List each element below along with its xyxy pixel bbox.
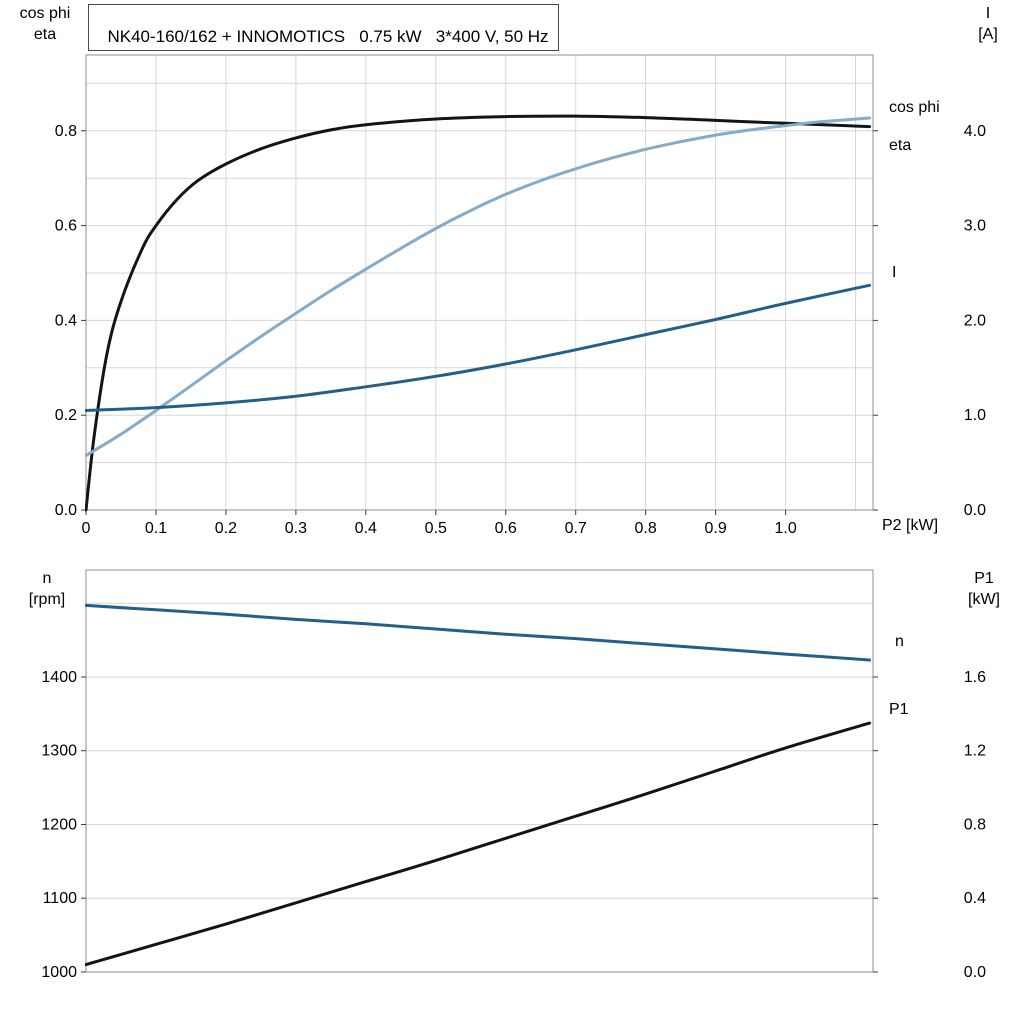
axis-title-line: [A] [978, 26, 998, 43]
x-axis-tick-label: 0.2 [215, 520, 237, 537]
x-axis-tick-label: 0.3 [285, 520, 307, 537]
curve-label-eta: eta [889, 137, 911, 154]
chart-title: NK40-160/162 + INNOMOTICS 0.75 kW 3*400 … [107, 27, 549, 46]
left-axis-tick-label: 1100 [43, 890, 78, 907]
left-axis-tick-label: 1300 [41, 743, 77, 760]
x-axis-label: P2 [kW] [882, 517, 939, 534]
curve-label-I: I [892, 264, 896, 281]
right-axis-tick-label: 0.0 [964, 964, 986, 981]
right-axis-tick-label: 0.0 [964, 502, 986, 519]
axis-title-line: P1 [974, 570, 994, 587]
bottom-chart: 1000 1100 1200 1300 1400 0.0 0.4 0.8 1.2 1.6 n P1 [41, 569, 986, 981]
left-axis-tick-label: 1400 [41, 669, 77, 686]
left-axis-tick-label: 1200 [41, 817, 77, 834]
left-axis-tick-label: 0.6 [55, 218, 77, 235]
axis-title-line: [rpm] [28, 591, 66, 608]
x-axis-tick-label: 0.8 [634, 520, 656, 537]
top-curves [85, 114, 871, 512]
left-axis-tick-label: 0.2 [55, 407, 77, 424]
right-axis-tick-label: 1.2 [964, 743, 986, 760]
x-axis-tick-label: 0 [82, 520, 91, 537]
plot-border [85, 54, 874, 511]
curve-I [85, 283, 871, 412]
x-axis-tick-label: 0.1 [145, 520, 167, 537]
x-axis-tick-label: 0.7 [565, 520, 587, 537]
curve-label-cos-phi: cos phi [889, 99, 940, 116]
right-axis-tick-label: 2.0 [964, 312, 986, 329]
right-axis-tick-label: 4.0 [964, 123, 986, 140]
axis-title-line: [kW] [968, 591, 1000, 608]
left-axis-tick-label: 1000 [41, 964, 77, 981]
axis-title-line: I [985, 5, 991, 22]
curve-eta [85, 114, 871, 512]
curve-cos-phi [85, 116, 871, 457]
right-axis-tick-label: 0.4 [964, 890, 986, 907]
curve-label-n: n [895, 633, 904, 650]
bottom-right-axis-title: P1 [kW] [952, 568, 1016, 610]
x-axis-tick-label: 0.5 [425, 520, 447, 537]
bottom-left-axis-title: n [rpm] [9, 568, 85, 610]
chart-title-box: NK40-160/162 + INNOMOTICS 0.75 kW 3*400 … [88, 4, 559, 51]
bottom-curves [85, 603, 871, 967]
right-axis-tick-label: 0.8 [964, 817, 986, 834]
top-left-axis-title: cos phi eta [7, 3, 83, 45]
top-chart: 0.0 0.2 0.4 0.6 0.8 0.0 1.0 2.0 3.0 4.0 0 0.1 0.2 0.3… [55, 54, 986, 537]
top-right-axis-title: I [A] [962, 3, 1014, 45]
axis-title-line: cos phi [19, 5, 71, 22]
curve-label-P1: P1 [889, 701, 909, 718]
right-axis-tick-label: 1.0 [964, 407, 986, 424]
plot-border [85, 569, 874, 973]
left-axis-tick-label: 0.8 [55, 123, 77, 140]
curve-P1 [85, 721, 871, 967]
right-axis-tick-label: 3.0 [964, 218, 986, 235]
left-axis-tick-label: 0.4 [55, 312, 77, 329]
x-axis-tick-label: 1.0 [774, 520, 796, 537]
curve-n [85, 603, 871, 662]
right-axis-tick-label: 1.6 [964, 669, 986, 686]
x-axis-tick-label: 0.6 [495, 520, 517, 537]
x-axis-tick-label: 0.9 [704, 520, 726, 537]
x-axis-tick-label: 0.4 [355, 520, 377, 537]
axis-title-line: eta [33, 26, 57, 43]
left-axis-tick-label: 0.0 [55, 502, 77, 519]
axis-title-line: n [42, 570, 52, 587]
